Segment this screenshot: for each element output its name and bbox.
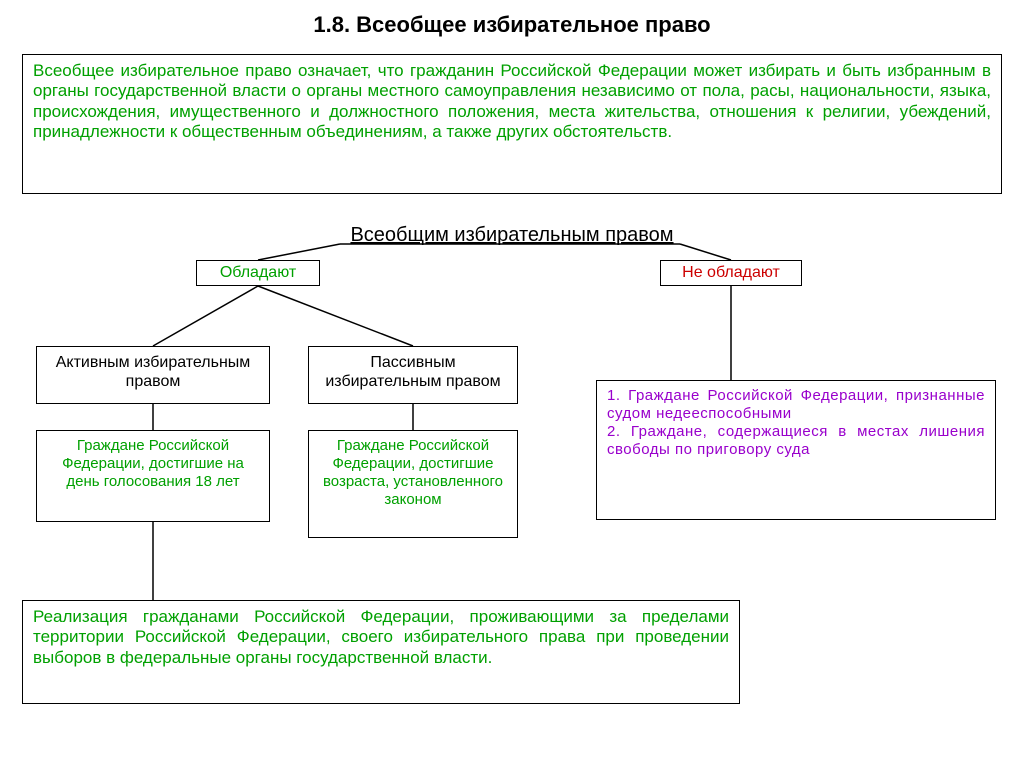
active-suffrage-box: Активным избирательным правом <box>36 346 270 404</box>
page-title: 1.8. Всеобщее избирательное право <box>0 12 1024 38</box>
no-suffrage-box: 1. Граждане Российской Федерации, призна… <box>596 380 996 520</box>
branch-hasnot-label: Не обладают <box>682 264 780 281</box>
bottom-note-box: Реализация гражданами Российской Федерац… <box>22 600 740 704</box>
no-suffrage-text: 1. Граждане Российской Федерации, призна… <box>607 387 985 458</box>
passive-detail-text: Граждане Российской Федерации, достигшие… <box>323 437 503 508</box>
branch-hasnot-box: Не обладают <box>660 260 802 286</box>
active-detail-text: Граждане Российской Федерации, достигшие… <box>62 437 244 490</box>
passive-detail-box: Граждане Российской Федерации, достигшие… <box>308 430 518 538</box>
definition-box: Всеобщее избирательное право означает, ч… <box>22 54 1002 194</box>
active-suffrage-title: Активным избирательным правом <box>56 354 251 390</box>
branch-has-label: Обладают <box>220 264 296 281</box>
bottom-note-text: Реализация гражданами Российской Федерац… <box>33 607 729 667</box>
passive-suffrage-box: Пассивным избирательным правом <box>308 346 518 404</box>
subheading: Всеобщим избирательным правом <box>350 224 673 247</box>
active-detail-box: Граждане Российской Федерации, достигшие… <box>36 430 270 522</box>
branch-has-box: Обладают <box>196 260 320 286</box>
passive-suffrage-title: Пассивным избирательным правом <box>325 354 500 390</box>
subheading-text: Всеобщим избирательным правом <box>350 224 673 246</box>
definition-text: Всеобщее избирательное право означает, ч… <box>33 61 991 141</box>
